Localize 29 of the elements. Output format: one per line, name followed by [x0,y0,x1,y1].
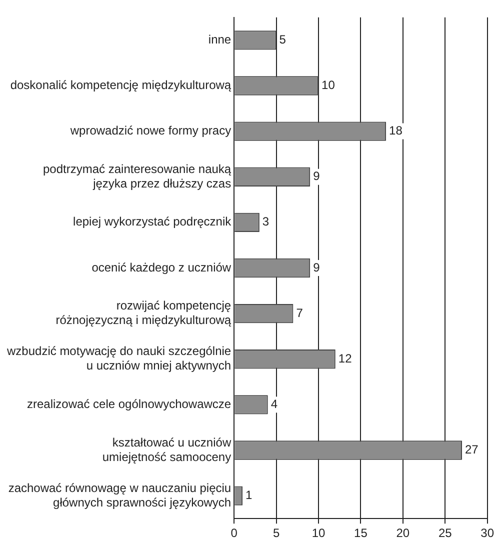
x-tick-label: 25 [438,526,452,540]
y-tick-label: lepiej wykorzystać podręcznik [73,214,232,229]
x-tick-label: 15 [354,526,368,540]
y-tick-label: zachować równowagę w nauczaniu pięciu głównych sprawności językowych [8,480,232,510]
y-tick-label: kształtować u uczniów umiejętność samooceny [102,435,232,464]
data-label: 9 [313,260,320,274]
x-tick-label: 20 [396,526,410,540]
y-tick-label: wzbudzić motywację do nauki szczególnie u uczniów mniej aktywnych [6,344,232,373]
data-label: 7 [296,306,304,320]
y-tick-label: doskonalić kompetencję międzykulturową [10,78,232,92]
data-label: 27 [465,442,479,457]
data-label: 9 [313,169,320,184]
x-tick-label: 5 [272,526,280,540]
y-tick-label: ocenić każdego z uczniów [92,260,232,274]
y-tick-label: inne [208,32,232,46]
y-tick-label: wprowadzić nowe formy pracy [69,124,232,138]
x-tick-label: 0 [230,526,238,540]
x-tick-label: 30 [480,526,494,540]
data-label: 5 [279,32,286,46]
y-tick-label: rozwijać kompetencję różnojęzyczną i międzykulturową [56,298,232,328]
data-label: 10 [322,78,336,92]
data-label: 1 [246,488,253,502]
data-label: 3 [262,214,270,229]
y-tick-label: zrealizować cele ogólnowychowawcze [27,397,232,412]
y-tick-label: podtrzymać zainteresowanie nauką języka przez dłuższy czas [43,162,232,190]
data-label: 12 [338,351,352,366]
x-tick-label: 10 [312,526,326,540]
data-label: 4 [270,397,278,412]
data-label: 18 [389,124,403,138]
